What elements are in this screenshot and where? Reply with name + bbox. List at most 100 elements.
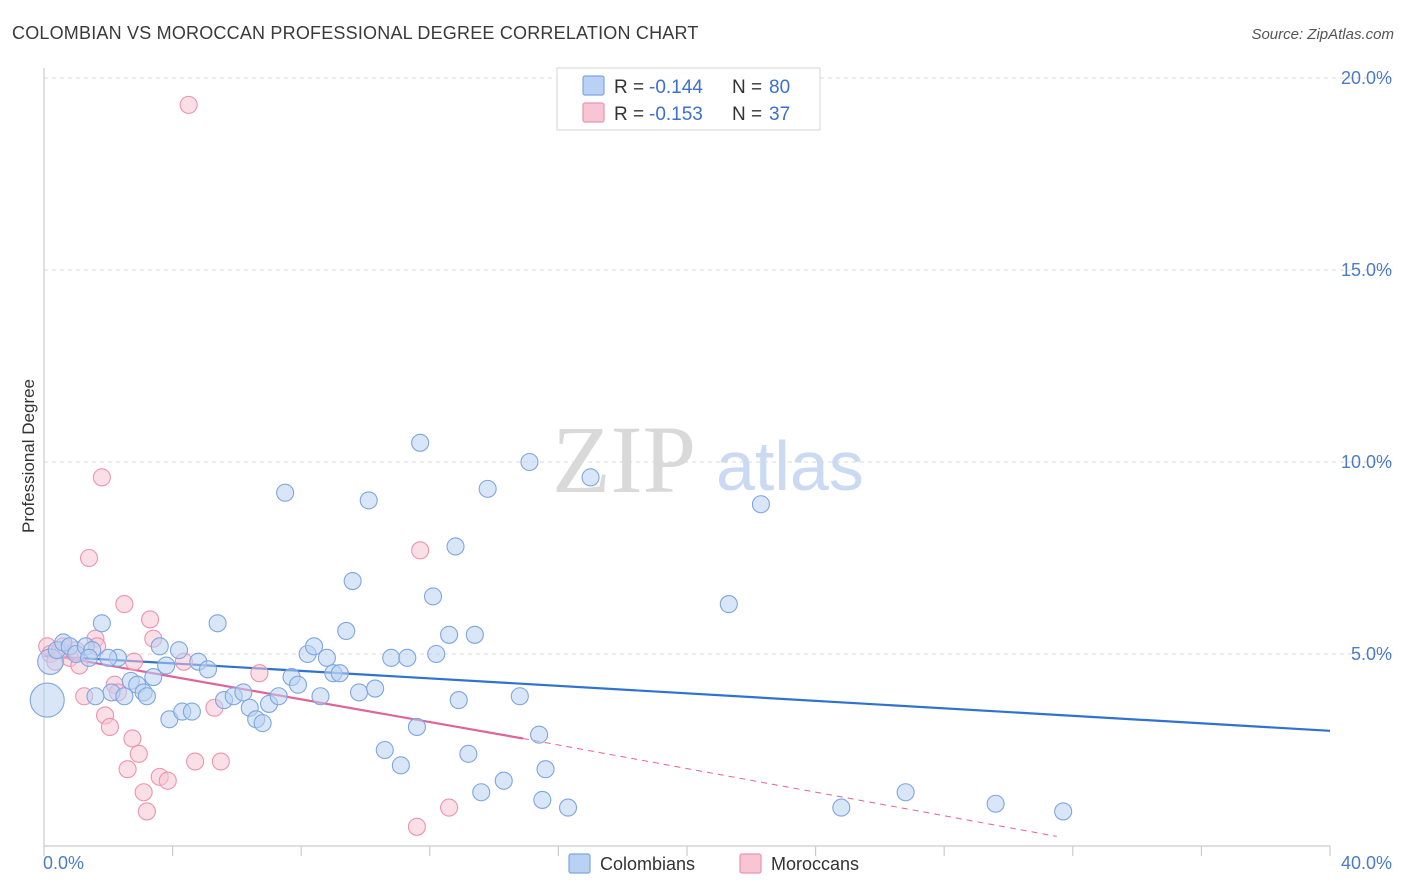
colombians-point	[115, 687, 134, 706]
x-tick-label-max: 40.0%	[1341, 853, 1392, 873]
moroccans-point	[137, 802, 156, 821]
moroccans-point	[115, 595, 134, 614]
colombians-point	[382, 648, 401, 667]
bottom-legend-label-moroccans: Moroccans	[771, 854, 859, 874]
trend-lines	[43, 652, 1331, 837]
colombians-point	[391, 756, 410, 775]
colombians-point	[375, 740, 394, 760]
colombians-point	[144, 667, 163, 687]
colombians-point	[465, 625, 484, 644]
colombians-point	[449, 691, 468, 710]
colombians-point	[182, 702, 201, 721]
moroccans-point	[211, 752, 230, 771]
legend-n-value-moroccans: 37	[769, 104, 790, 125]
moroccans-point	[129, 744, 148, 763]
colombians-point	[459, 744, 478, 763]
watermark-atlas: atlas	[716, 427, 864, 505]
colombians-point	[150, 637, 169, 656]
legend-swatch-moroccans	[582, 102, 605, 123]
colombians-point	[359, 491, 378, 510]
colombians-point	[343, 571, 362, 591]
moroccans-point	[92, 468, 111, 487]
moroccans-point	[123, 729, 142, 748]
moroccans-point	[186, 752, 205, 771]
moroccans-point	[440, 798, 459, 817]
colombians-point	[311, 687, 330, 706]
moroccans-point	[118, 760, 137, 779]
x-tick-label-min: 0.0%	[43, 853, 84, 873]
moroccans-point	[100, 717, 119, 737]
moroccans-point	[179, 95, 198, 114]
source-label: Source: ZipAtlas.com	[1251, 26, 1394, 43]
colombians-point	[234, 683, 253, 702]
colombians-point	[986, 794, 1005, 813]
colombians-point	[423, 587, 443, 606]
colombians-point	[305, 637, 324, 656]
colombians-point	[411, 433, 430, 452]
colombians-point	[520, 452, 539, 472]
colombians-point	[446, 537, 465, 556]
colombians-point	[536, 760, 555, 779]
y-tick-labels: 5.0% 10.0% 15.0% 20.0%	[1341, 68, 1392, 664]
colombians-point	[137, 687, 156, 706]
legend-r-value-moroccans: -0.153	[649, 104, 703, 125]
legend-n-value-colombians: 80	[769, 77, 790, 98]
colombians-point	[510, 687, 529, 706]
legend-r-value-colombians: -0.144	[649, 77, 703, 98]
colombians-point	[169, 641, 189, 660]
moroccans-points	[38, 95, 459, 836]
colombians-point	[751, 495, 770, 514]
colombians-point	[86, 687, 105, 706]
colombians-point	[719, 595, 738, 614]
trend-line-moroccans-extension	[522, 737, 1057, 837]
moroccans-point	[407, 817, 426, 836]
colombians-point	[350, 683, 369, 702]
colombians-points	[29, 433, 1073, 821]
legend-swatch-colombians	[582, 75, 605, 96]
series-legend: Colombians Moroccans	[568, 853, 859, 874]
moroccans-point	[141, 610, 160, 629]
colombians-point	[337, 621, 356, 641]
moroccans-point	[411, 541, 430, 560]
colombians-point	[288, 675, 308, 694]
colombians-point	[276, 483, 295, 502]
colombians-point	[533, 790, 552, 809]
colombians-point	[530, 725, 549, 744]
colombians-point	[558, 798, 578, 817]
colombians-point	[198, 660, 218, 679]
colombians-point	[79, 648, 99, 667]
bottom-legend-swatch-colombians	[568, 853, 591, 874]
colombians-point	[427, 644, 446, 664]
legend-r-label-moroccans: R =	[614, 104, 644, 125]
colombians-point	[253, 714, 272, 733]
colombians-point	[478, 479, 497, 498]
bottom-legend-label-colombians: Colombians	[600, 854, 695, 874]
colombians-point	[407, 717, 426, 737]
moroccans-point	[79, 548, 99, 568]
moroccans-point	[134, 783, 153, 802]
gridlines	[44, 77, 1394, 655]
y-axis-label: Professional Degree	[19, 379, 38, 533]
colombians-point	[398, 648, 417, 667]
stats-legend: R = -0.144 N = 80 R = -0.153 N = 37	[556, 67, 821, 131]
colombians-point	[29, 682, 65, 718]
colombians-point	[832, 798, 851, 817]
colombians-point	[269, 687, 288, 706]
moroccans-point	[250, 664, 269, 683]
legend-r-label-colombians: R =	[614, 77, 644, 98]
colombians-point	[157, 656, 176, 675]
y-tick-label-0: 5.0%	[1351, 644, 1392, 664]
y-tick-label-1: 10.0%	[1341, 452, 1392, 472]
colombians-point	[330, 664, 349, 683]
moroccans-point	[124, 652, 144, 671]
colombians-point	[440, 625, 459, 644]
colombians-point	[581, 468, 600, 487]
watermark-zip: ZIP	[552, 406, 696, 513]
colombians-point	[366, 679, 385, 698]
colombians-point	[494, 771, 513, 790]
colombians-point	[896, 783, 915, 802]
colombians-point	[1054, 802, 1073, 821]
y-tick-label-2: 15.0%	[1341, 260, 1392, 280]
watermark: ZIP atlas	[552, 406, 864, 513]
